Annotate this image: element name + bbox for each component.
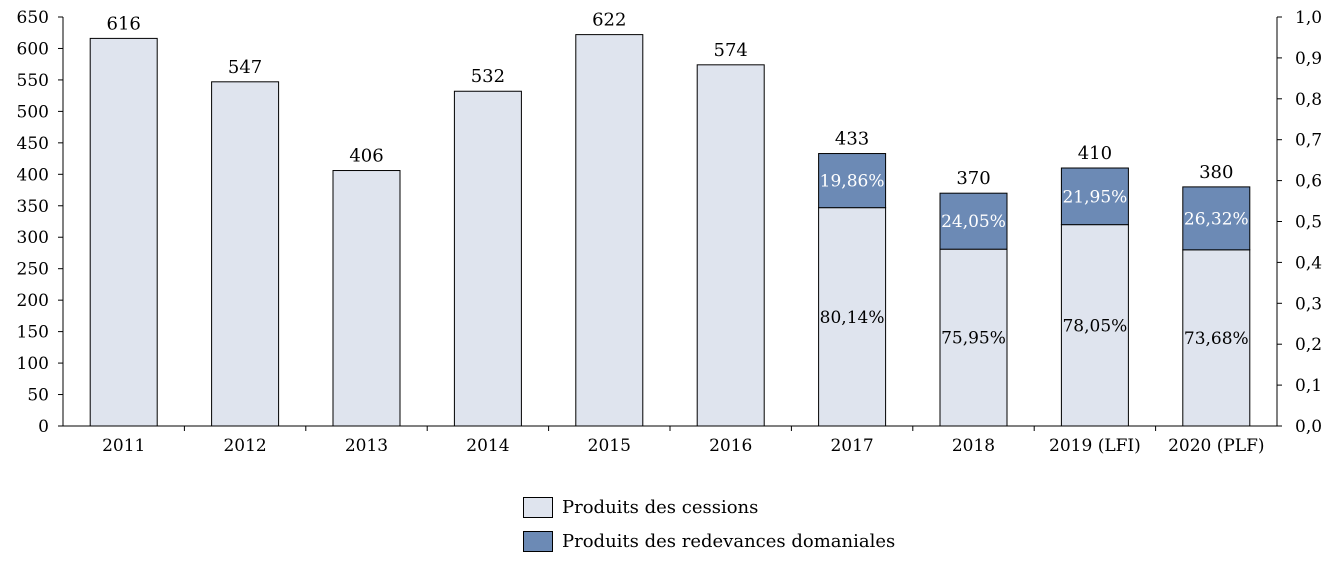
total-label: 574 <box>714 40 748 61</box>
chart: 0 50 100 150 200 250 300 350 400 450 500 550 600 650 0… <box>17 8 1323 456</box>
y-tick-label: 250 <box>17 260 49 280</box>
bar-cessions <box>696 64 765 427</box>
y2-tick-label: 0,9 <box>1295 49 1322 69</box>
x-tick-label: 2015 <box>588 436 631 456</box>
y2-tick-label: 0,5 <box>1295 213 1322 233</box>
y-tick-label: 200 <box>17 291 49 311</box>
y2-tick-label: 0,0 <box>1295 417 1322 437</box>
bar-cessions <box>211 81 280 427</box>
bar-cessions <box>1060 224 1129 427</box>
total-label: 547 <box>228 57 262 78</box>
y-tick-label: 300 <box>17 228 49 248</box>
y2-tick-label: 0,3 <box>1295 294 1322 314</box>
y-tick-label: 550 <box>17 71 49 91</box>
bar-cessions <box>1182 249 1251 427</box>
bar-redevances <box>1182 186 1251 251</box>
x-tick-label: 2017 <box>830 436 873 456</box>
y2-tick-label: 1,0 <box>1295 8 1322 28</box>
total-label: 532 <box>471 66 505 87</box>
y2-tick-label: 0,2 <box>1295 335 1322 355</box>
total-label: 406 <box>349 146 383 167</box>
y-tick-label: 600 <box>17 39 49 59</box>
bar-redevances <box>939 192 1008 250</box>
y-tick-label: 150 <box>17 323 49 343</box>
total-label: 433 <box>835 129 869 150</box>
x-tick-label: 2019 (LFI) <box>1049 436 1141 456</box>
bar-cessions <box>332 170 401 427</box>
legend: Produits des cessions Produits des redev… <box>523 490 895 558</box>
pct-label-redevances: 26,32% <box>1184 209 1249 229</box>
legend-label-redevances: Produits des redevances domaniales <box>562 530 896 552</box>
legend-swatch-redevances <box>523 530 553 552</box>
y2-tick-label: 0,8 <box>1295 90 1322 110</box>
x-tick-label: 2018 <box>952 436 995 456</box>
total-label: 370 <box>956 168 990 189</box>
total-label: 380 <box>1199 162 1233 183</box>
x-tick-label: 2020 (PLF) <box>1168 436 1264 456</box>
bar-redevances <box>818 153 887 209</box>
legend-swatch-cessions <box>523 496 553 518</box>
y-tick-label: 350 <box>17 197 49 217</box>
y-tick-label: 450 <box>17 134 49 154</box>
legend-item-redevances: Produits des redevances domaniales <box>523 524 895 558</box>
y-tick-label: 400 <box>17 165 49 185</box>
total-label: 622 <box>592 10 626 31</box>
pct-label-redevances: 19,86% <box>820 172 885 192</box>
pct-label-cessions: 73,68% <box>1184 329 1249 349</box>
y2-tick-label: 0,4 <box>1295 253 1322 273</box>
legend-item-cessions: Produits des cessions <box>523 490 895 524</box>
pct-label-redevances: 24,05% <box>941 212 1006 232</box>
y-tick-label: 50 <box>27 386 49 406</box>
y-tick-label: 500 <box>17 102 49 122</box>
total-label: 410 <box>1078 143 1112 164</box>
bar-cessions <box>939 248 1008 427</box>
y2-tick-label: 0,6 <box>1295 172 1322 192</box>
bar-redevances <box>1060 167 1129 226</box>
pct-label-cessions: 78,05% <box>1062 316 1127 336</box>
pct-label-cessions: 80,14% <box>820 308 885 328</box>
bar-cessions <box>89 37 158 427</box>
pct-label-cessions: 75,95% <box>941 329 1006 349</box>
x-tick-label: 2016 <box>709 436 752 456</box>
legend-label-cessions: Produits des cessions <box>562 496 759 518</box>
bar-cessions <box>575 34 644 427</box>
x-tick-label: 2013 <box>345 436 388 456</box>
bar-cessions <box>453 90 522 427</box>
x-tick-label: 2014 <box>466 436 509 456</box>
y2-tick-label: 0,1 <box>1295 376 1322 396</box>
y-tick-label: 0 <box>38 417 49 437</box>
y-tick-label: 100 <box>17 354 49 374</box>
x-tick-label: 2012 <box>223 436 266 456</box>
total-label: 616 <box>107 13 141 34</box>
y2-tick-label: 0,7 <box>1295 131 1322 151</box>
pct-label-redevances: 21,95% <box>1062 187 1127 207</box>
x-tick-label: 2011 <box>102 436 145 456</box>
y-tick-label: 650 <box>17 8 49 28</box>
